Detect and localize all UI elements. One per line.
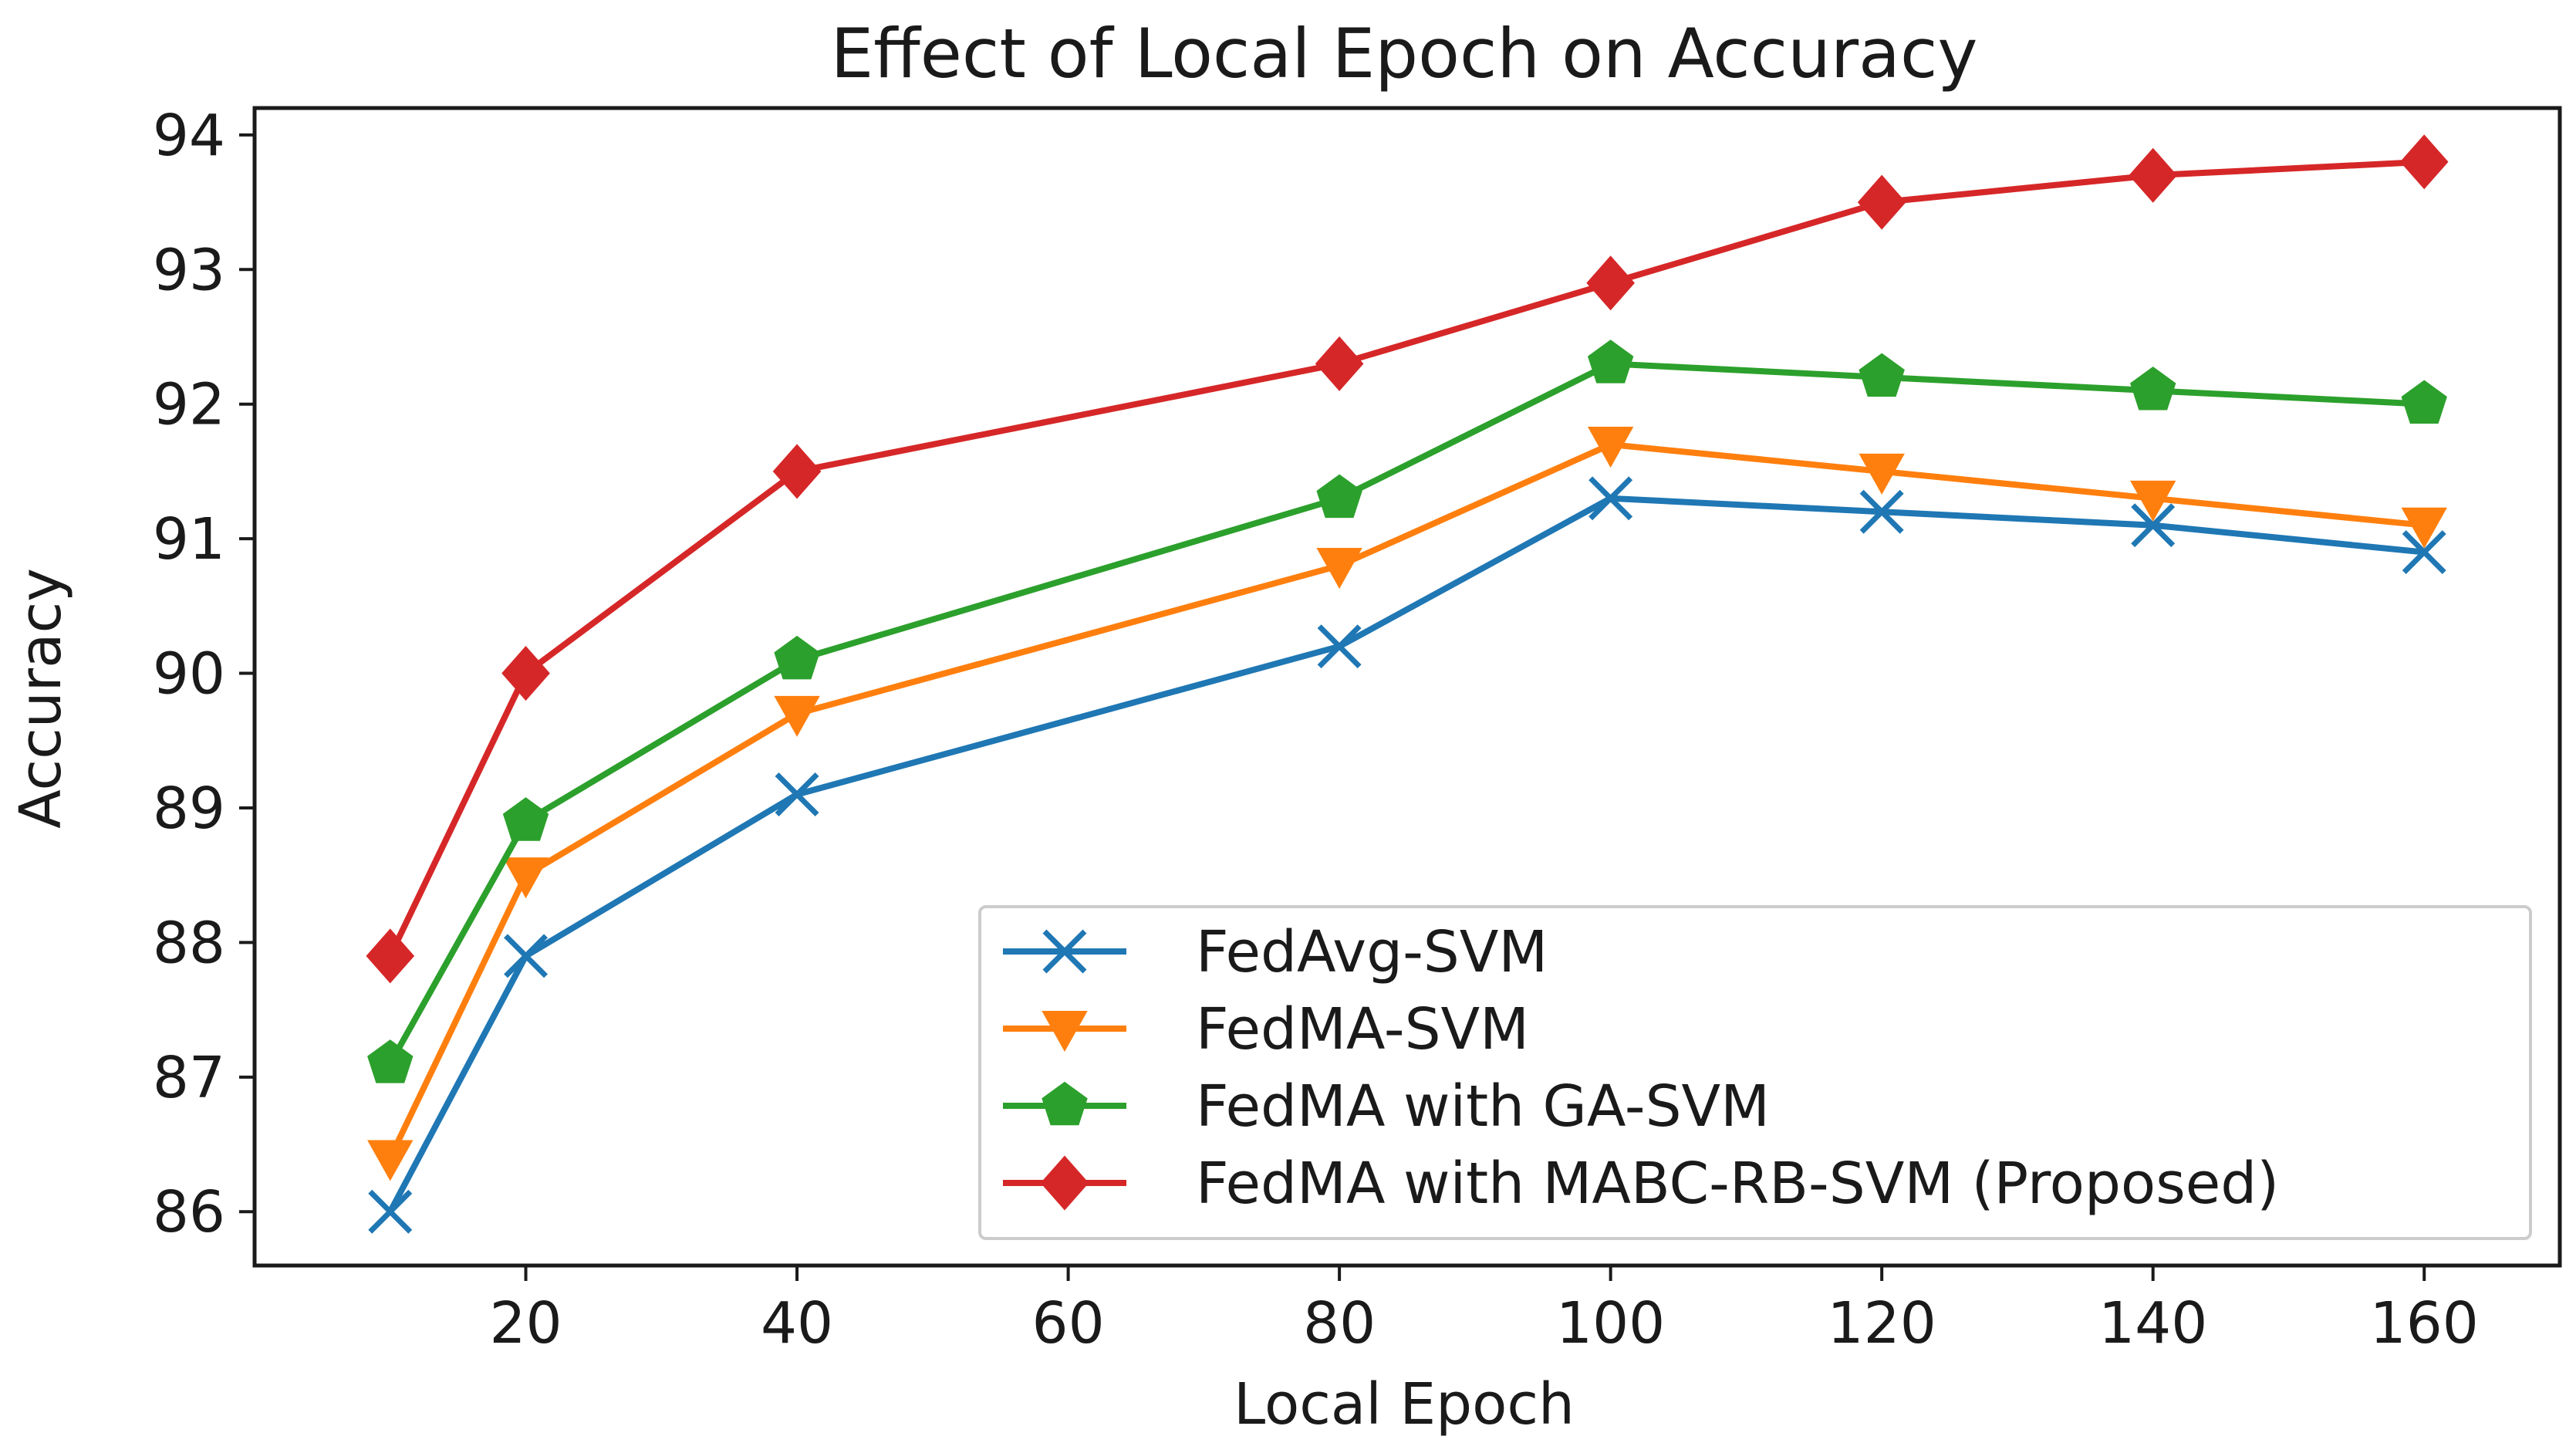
data-point-fedma-svm [1587, 427, 1634, 468]
legend-label: FedMA with MABC-RB-SVM (Proposed) [1196, 1151, 2279, 1217]
x-tick-label: 120 [1828, 1290, 1936, 1357]
y-tick-label: 94 [153, 103, 225, 169]
data-point-fedma-with-mabc-rb-svm-proposed [501, 646, 550, 701]
y-tick-label: 92 [153, 372, 225, 438]
x-tick-label: 60 [1032, 1290, 1105, 1357]
data-point-fedma-with-mabc-rb-svm-proposed [2129, 147, 2178, 203]
data-point-fedavg-svm [1588, 476, 1633, 521]
data-point-fedma-with-ga-svm [2129, 367, 2176, 411]
data-point-fedavg-svm-stroke-b [1859, 489, 1904, 534]
data-point-fedma-with-ga-svm [774, 635, 820, 680]
legend-box [978, 905, 2532, 1240]
y-tick-label: 93 [153, 237, 225, 303]
data-point-fedma-with-mabc-rb-svm-proposed [2399, 134, 2449, 190]
data-point-fedma-svm [1859, 453, 1905, 495]
data-point-fedma-with-mabc-rb-svm-proposed [1315, 336, 1364, 391]
y-axis-label: Accuracy [8, 568, 74, 829]
data-point-fedavg-svm-stroke-b [504, 934, 549, 978]
data-point-fedavg-svm [368, 1189, 413, 1234]
data-point-fedma-svm [2401, 507, 2447, 549]
data-point-fedavg-svm-stroke-b [775, 772, 819, 817]
series-line-fedma-with-ga-svm [387, 360, 2425, 1066]
data-point-fedma-with-mabc-rb-svm-proposed [1586, 255, 1635, 311]
x-tick-label: 140 [2098, 1290, 2207, 1357]
data-point-fedma-with-ga-svm [1316, 474, 1362, 519]
data-point-fedavg-svm [2402, 530, 2446, 575]
legend: FedAvg-SVM FedMA-SVM FedMA with GA-SVM FedM… [978, 905, 2532, 1240]
legend-item-fedma-svm: FedMA-SVM [1003, 996, 1529, 1063]
legend-item-fedma-with-mabc-rb-svm-proposed: FedMA with MABC-RB-SVM (Proposed) [1003, 1151, 2279, 1217]
y-tick-label: 91 [153, 506, 225, 573]
y-tick-label: 88 [153, 910, 225, 976]
data-point-fedavg-svm-stroke-b [368, 1189, 413, 1234]
data-point-fedma-svm [367, 1140, 414, 1181]
series-layer [366, 134, 2449, 1234]
legend-label: FedAvg-SVM [1196, 919, 1548, 985]
y-tick-label: 87 [153, 1045, 225, 1111]
y-tick-label: 89 [153, 776, 225, 842]
legend-item-fedma-with-ga-svm: FedMA with GA-SVM [1003, 1073, 1770, 1140]
data-point-fedma-with-mabc-rb-svm-proposed [772, 444, 822, 499]
legend-marker-stroke-b [1042, 929, 1087, 974]
legend-label: FedMA-SVM [1196, 996, 1529, 1063]
x-tick-label: 160 [2370, 1290, 2479, 1357]
legend-marker [1040, 1155, 1089, 1211]
series-line-fedma-with-mabc-rb-svm-proposed [387, 158, 2425, 958]
y-tick-label: 86 [153, 1179, 225, 1245]
y-tick-label: 90 [153, 641, 225, 708]
chart-title: Effect of Local Epoch on Accuracy [831, 14, 1978, 93]
data-point-fedma-svm [774, 695, 820, 737]
series-fedma-with-ga-svm [367, 340, 2447, 1083]
data-point-fedma-with-ga-svm [502, 797, 549, 841]
series-line-fedavg-svm [387, 495, 2425, 1214]
x-tick-label: 80 [1303, 1290, 1376, 1357]
data-point-fedavg-svm [775, 772, 819, 817]
x-tick-label: 20 [489, 1290, 562, 1357]
data-point-fedavg-svm-stroke-b [2402, 530, 2446, 575]
data-point-fedma-with-ga-svm [2401, 380, 2447, 424]
data-point-fedavg-svm-stroke-b [1588, 476, 1633, 521]
data-point-fedma-svm [502, 857, 549, 899]
series-fedma-svm [367, 427, 2447, 1181]
axes: 20 40 60 80 100 120 140 160 86 87 88 89 90 91 92 93 94 [153, 103, 2562, 1357]
data-point-fedma-with-ga-svm [367, 1039, 414, 1083]
data-point-fedma-svm [2129, 480, 2176, 522]
data-point-fedma-with-ga-svm [1587, 340, 1634, 384]
data-point-fedma-with-ga-svm [1859, 353, 1905, 397]
x-tick-label: 40 [761, 1290, 833, 1357]
data-point-fedma-with-mabc-rb-svm-proposed [366, 928, 415, 984]
legend-label: FedMA with GA-SVM [1196, 1073, 1770, 1140]
x-axis-label: Local Epoch [1234, 1371, 1575, 1438]
series-fedma-with-mabc-rb-svm-proposed [366, 134, 2449, 984]
legend-marker [1042, 1011, 1088, 1053]
legend-marker [1042, 1081, 1088, 1126]
data-point-fedavg-svm [504, 934, 549, 978]
data-point-fedavg-svm-stroke-b [1317, 624, 1362, 669]
legend-marker [1042, 929, 1087, 974]
data-point-fedma-svm [1316, 548, 1362, 590]
data-point-fedavg-svm-stroke-b [2131, 503, 2176, 548]
series-fedavg-svm [368, 476, 2446, 1234]
x-tick-label: 100 [1556, 1290, 1665, 1357]
data-point-fedma-with-mabc-rb-svm-proposed [1857, 174, 1906, 230]
data-point-fedavg-svm [1859, 489, 1904, 534]
series-line-fedma-svm [387, 441, 2425, 1160]
data-point-fedavg-svm [2131, 503, 2176, 548]
plot-frame [252, 106, 2562, 1268]
data-point-fedavg-svm [1317, 624, 1362, 669]
legend-item-fedavg-svm: FedAvg-SVM [1003, 919, 1548, 985]
